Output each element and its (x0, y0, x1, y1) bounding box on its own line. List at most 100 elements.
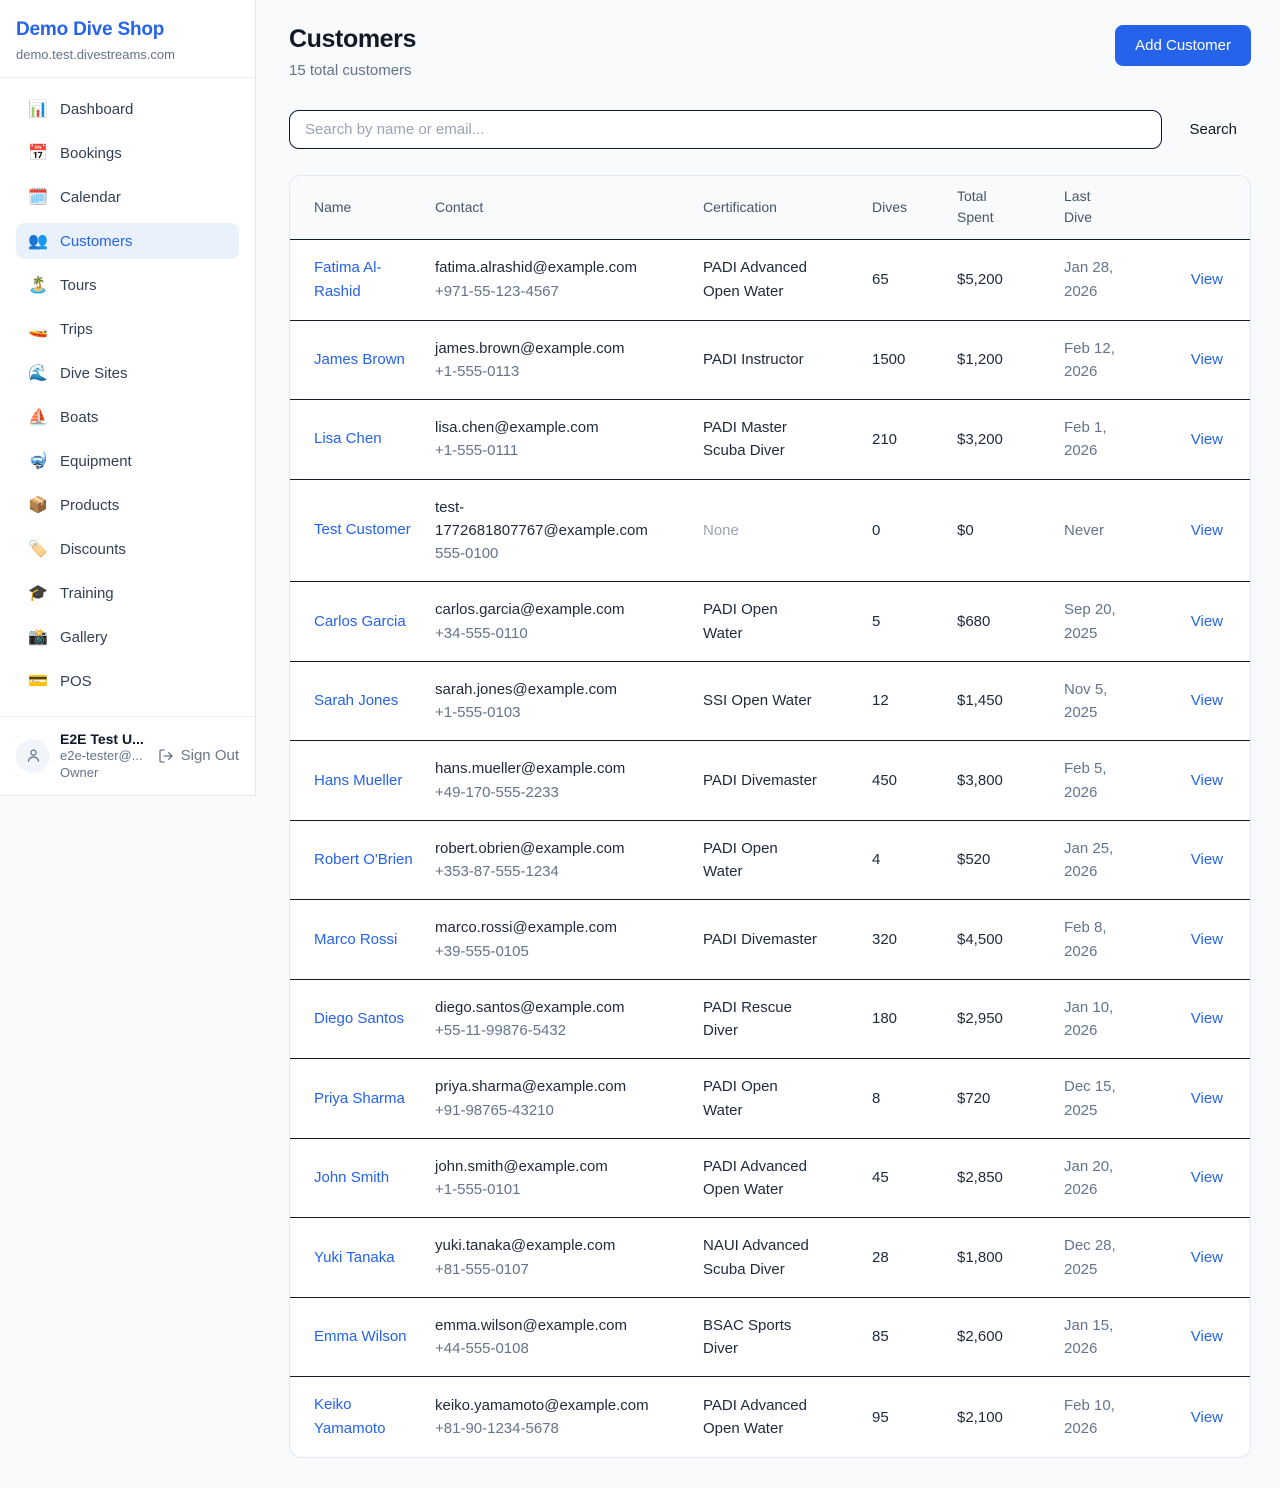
view-customer-link[interactable]: View (1190, 1089, 1223, 1107)
column-header-dives: Dives (872, 176, 957, 239)
brand-block: Demo Dive Shop demo.test.divestreams.com (0, 0, 255, 78)
customer-phone: +1-555-0101 (435, 1181, 521, 1198)
view-customer-link[interactable]: View (1190, 430, 1223, 448)
page-header: Customers 15 total customers Add Custome… (289, 25, 1251, 79)
sidebar-item-products[interactable]: 📦 Products (16, 487, 239, 523)
customer-name-link[interactable]: Lisa Chen (314, 430, 382, 448)
customer-dives: 65 (872, 238, 957, 320)
sidebar-item-discounts[interactable]: 🏷️ Discounts (16, 531, 239, 567)
customer-total-spent: $4,500 (957, 899, 1064, 980)
sidebar-item-trips[interactable]: 🚤 Trips (16, 311, 239, 347)
customer-email: test-1772681807767@example.com (435, 498, 648, 539)
customer-last-dive: Sep 20, 2025 (1064, 601, 1116, 642)
page-subtitle: 15 total customers (289, 62, 412, 79)
customer-certification: SSI Open Water (703, 692, 812, 710)
customer-name-link[interactable]: Fatima Al-Rashid (314, 258, 382, 300)
sidebar-item-training[interactable]: 🎓 Training (16, 575, 239, 611)
view-customer-link[interactable]: View (1190, 1328, 1223, 1346)
customer-total-spent: $2,100 (957, 1376, 1064, 1458)
customer-certification: PADI Advanced Open Water (703, 1157, 807, 1198)
table-row: Diego Santos diego.santos@example.com +5… (290, 978, 1250, 1059)
table-row: Fatima Al-Rashid fatima.alrashid@example… (290, 238, 1250, 320)
sidebar-item-label: Gallery (60, 628, 108, 646)
view-customer-link[interactable]: View (1190, 1248, 1223, 1266)
sidebar-item-dashboard[interactable]: 📊 Dashboard (16, 91, 239, 127)
customer-name-link[interactable]: John Smith (314, 1169, 390, 1186)
sidebar-item-label: Training (60, 584, 114, 602)
sidebar-item-gallery[interactable]: 📸 Gallery (16, 619, 239, 655)
customer-total-spent: $5,200 (957, 238, 1064, 320)
customer-name-link[interactable]: Keiko Yamamoto (314, 1396, 386, 1438)
customer-name-link[interactable]: Diego Santos (314, 1010, 405, 1027)
brand-domain: demo.test.divestreams.com (16, 47, 175, 62)
sign-out-button[interactable]: Sign Out (158, 747, 239, 764)
customer-email: marco.rossi@example.com (435, 919, 617, 937)
sidebar-item-customers[interactable]: 👥 Customers (16, 223, 239, 259)
brand-name[interactable]: Demo Dive Shop (16, 19, 165, 40)
sidebar-item-pos[interactable]: 💳 POS (16, 663, 239, 699)
customer-name-link[interactable]: Emma Wilson (314, 1328, 407, 1345)
column-header-last-dive: Last Dive (1064, 176, 1170, 239)
customers-table-card: Name Contact Certification Dives Total Spent… (289, 175, 1251, 1459)
customer-name-link[interactable]: Marco Rossi (314, 930, 398, 948)
customer-total-spent: $2,600 (957, 1296, 1064, 1377)
user-email: e2e-tester@... (60, 748, 143, 764)
customer-last-dive: Feb 8, 2026 (1064, 919, 1107, 960)
view-customer-link[interactable]: View (1190, 270, 1223, 288)
view-customer-link[interactable]: View (1190, 692, 1223, 710)
sidebar-item-calendar[interactable]: 🗓️ Calendar (16, 179, 239, 215)
view-customer-link[interactable]: View (1190, 612, 1223, 630)
sidebar-item-tours[interactable]: 🏝️ Tours (16, 267, 239, 303)
sidebar-item-label: Trips (60, 320, 93, 338)
view-customer-link[interactable]: View (1190, 1010, 1223, 1028)
sidebar-item-equipment[interactable]: 🤿 Equipment (16, 443, 239, 479)
table-row: Yuki Tanaka yuki.tanaka@example.com +81-… (290, 1217, 1250, 1298)
sidebar-item-boats[interactable]: ⛵ Boats (16, 399, 239, 435)
customer-phone: 555-0100 (435, 545, 499, 562)
user-role: Owner (60, 765, 99, 781)
view-customer-link[interactable]: View (1190, 1169, 1223, 1187)
customer-last-dive: Feb 1, 2026 (1064, 419, 1107, 460)
search-button[interactable]: Search (1162, 121, 1251, 138)
customer-email: emma.wilson@example.com (435, 1316, 627, 1334)
sidebar-item-dive-sites[interactable]: 🌊 Dive Sites (16, 355, 239, 391)
customer-name-link[interactable]: Sarah Jones (314, 692, 399, 709)
view-customer-link[interactable]: View (1190, 930, 1223, 948)
customer-certification: BSAC Sports Diver (703, 1316, 792, 1357)
search-input[interactable] (289, 110, 1163, 149)
customers-table: Name Contact Certification Dives Total Spent… (290, 176, 1250, 1458)
view-customer-link[interactable]: View (1190, 351, 1223, 369)
training-icon: 🎓 (28, 585, 48, 602)
customer-name-link[interactable]: Robert O'Brien (314, 851, 413, 868)
sidebar-item-label: Discounts (60, 540, 126, 558)
customer-name-link[interactable]: Priya Sharma (314, 1089, 405, 1107)
customer-name-link[interactable]: Yuki Tanaka (314, 1248, 395, 1266)
customer-last-dive: Jan 20, 2026 (1064, 1157, 1114, 1198)
pos-icon: 💳 (28, 673, 48, 690)
customer-phone: +971-55-123-4567 (435, 282, 559, 300)
table-row: Marco Rossi marco.rossi@example.com +39-… (290, 899, 1250, 980)
customer-name-link[interactable]: Carlos Garcia (314, 612, 406, 630)
customer-certification: PADI Rescue Diver (703, 998, 792, 1039)
view-customer-link[interactable]: View (1190, 851, 1223, 869)
view-customer-link[interactable]: View (1190, 521, 1223, 539)
customer-phone: +91-98765-43210 (435, 1101, 554, 1119)
customer-name-link[interactable]: James Brown (314, 350, 405, 368)
column-header-actions (1170, 176, 1250, 239)
customer-dives: 1500 (872, 319, 957, 400)
customer-certification: PADI Open Water (703, 1078, 778, 1119)
customer-name-link[interactable]: Hans Mueller (314, 771, 403, 789)
view-customer-link[interactable]: View (1190, 771, 1223, 789)
customer-total-spent: $3,200 (957, 399, 1064, 479)
customer-total-spent: $680 (957, 581, 1064, 662)
customer-phone: +44-555-0108 (435, 1340, 529, 1357)
view-customer-link[interactable]: View (1190, 1408, 1223, 1426)
customer-name-link[interactable]: Test Customer (314, 521, 411, 539)
customer-certification: PADI Advanced Open Water (703, 259, 807, 300)
sidebar-item-bookings[interactable]: 📅 Bookings (16, 135, 239, 171)
page-header-text: Customers 15 total customers (289, 25, 416, 79)
customer-last-dive: Feb 10, 2026 (1064, 1397, 1115, 1438)
boats-icon: ⛵ (28, 409, 48, 426)
customer-phone: +34-555-0110 (435, 624, 528, 642)
add-customer-button[interactable]: Add Customer (1115, 25, 1251, 66)
